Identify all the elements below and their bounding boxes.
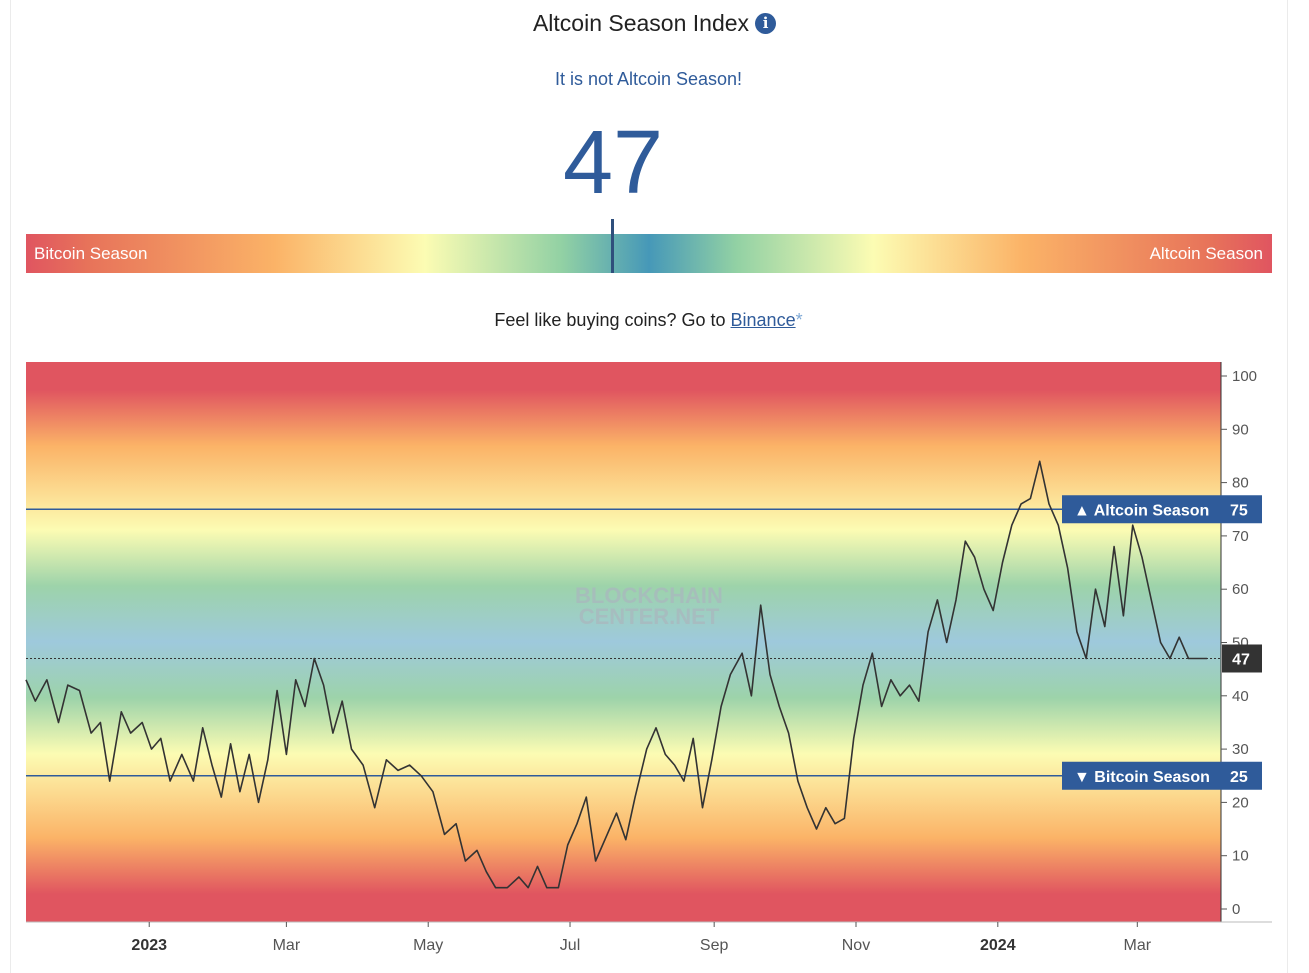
y-tick-label: 10 bbox=[1232, 848, 1249, 865]
threshold-value-25: 25 bbox=[1230, 769, 1248, 786]
threshold-value-75: 75 bbox=[1230, 502, 1248, 519]
x-tick-label: May bbox=[413, 937, 443, 954]
frame-left bbox=[10, 0, 11, 973]
y-axis-area bbox=[1221, 362, 1272, 922]
watermark-line-1: BLOCKCHAIN bbox=[575, 583, 723, 608]
threshold-label-bg-25 bbox=[1062, 761, 1262, 790]
promo-asterisk: * bbox=[795, 310, 803, 330]
x-tick-label: Sep bbox=[700, 937, 729, 954]
y-tick-label: 80 bbox=[1232, 475, 1249, 492]
promo-text: Feel like buying coins? Go to bbox=[494, 310, 731, 330]
plot-background bbox=[26, 362, 1221, 922]
y-tick-label: 60 bbox=[1232, 581, 1249, 598]
y-tick-label: 40 bbox=[1232, 688, 1249, 705]
season-status: It is not Altcoin Season! bbox=[554, 69, 743, 89]
info-icon[interactable]: i bbox=[755, 13, 777, 34]
y-tick-label: 100 bbox=[1232, 368, 1257, 385]
scale-label-bitcoin: Bitcoin Season bbox=[34, 244, 148, 263]
threshold-label-25: ▼ Bitcoin Season bbox=[1074, 769, 1210, 786]
index-value: 47 bbox=[562, 113, 664, 213]
binance-link[interactable]: Binance bbox=[730, 310, 796, 330]
promo-line: Feel like buying coins? Go to Binance* bbox=[0, 310, 1297, 331]
current-value-label: 47 bbox=[1232, 651, 1250, 668]
y-tick-label: 90 bbox=[1232, 421, 1249, 438]
current-value-badge bbox=[1222, 644, 1262, 673]
scale-pointer bbox=[611, 219, 614, 273]
x-tick-label: Nov bbox=[842, 937, 870, 954]
page-title: Altcoin Season Index i bbox=[0, 10, 1309, 37]
x-tick-label: 2023 bbox=[131, 937, 167, 954]
y-tick-label: 70 bbox=[1232, 528, 1249, 545]
y-tick-label: 0 bbox=[1232, 901, 1240, 918]
index-line bbox=[25, 460, 1208, 889]
x-tick-label: Mar bbox=[1124, 937, 1152, 954]
x-tick-label: Jul bbox=[560, 937, 580, 954]
season-scale-bar: Bitcoin Season Altcoin Season bbox=[26, 234, 1272, 273]
y-tick-label: 20 bbox=[1232, 794, 1249, 811]
threshold-layer: ▲ Altcoin Season 75 ▼ Bitcoin Season 25 bbox=[26, 495, 1262, 790]
y-tick-label: 30 bbox=[1232, 741, 1249, 758]
watermark-line-2: CENTER.NET bbox=[579, 604, 720, 629]
x-tick-label: 2024 bbox=[980, 937, 1016, 954]
threshold-label-bg-75 bbox=[1062, 495, 1262, 524]
title-text: Altcoin Season Index bbox=[532, 10, 750, 36]
threshold-label-75: ▲ Altcoin Season bbox=[1074, 502, 1209, 519]
scale-label-altcoin: Altcoin Season bbox=[1149, 244, 1263, 263]
watermark: BLOCKCHAIN CENTER.NET bbox=[575, 583, 723, 629]
frame-right bbox=[1287, 0, 1288, 973]
current-value-layer: 47 bbox=[26, 644, 1262, 673]
x-tick-label: Mar bbox=[273, 937, 301, 954]
